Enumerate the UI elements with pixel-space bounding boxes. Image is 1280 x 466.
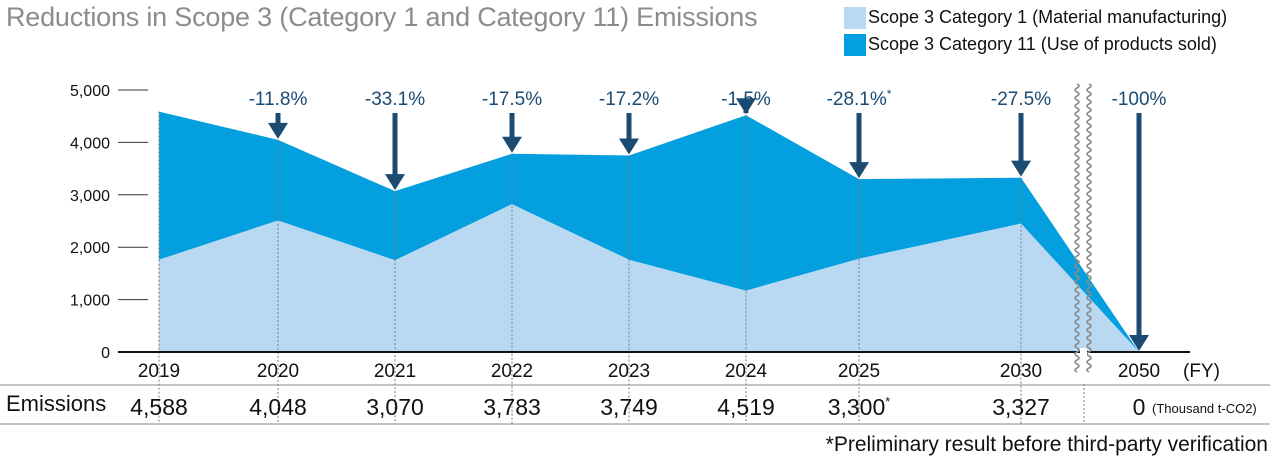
emission-unit: (Thousand t-CO2) [1152,401,1257,416]
reduction-arrow-head-2024 [736,98,756,115]
x-tick-label-2024: 2024 [725,361,768,382]
y-tick-label-2: 2,000 [70,240,110,257]
x-tick-label-2021: 2021 [374,361,416,382]
reduction-arrow-head-2022 [502,136,522,153]
emissions-row-label: Emissions [6,391,107,416]
reduction-arrow-head-2025 [849,162,869,179]
reduction-arrow-head-2021 [385,174,405,191]
emission-value-mark-2025: * [885,394,890,409]
emission-value-2024: 4,519 [717,394,775,420]
emission-value-2019: 4,588 [130,394,188,420]
emission-value-2021: 3,070 [366,394,424,420]
chart-title: Reductions in Scope 3 (Category 1 and Ca… [6,2,758,32]
x-tick-label-2023: 2023 [608,361,650,382]
legend: Scope 3 Category 1 (Material manufacturi… [844,6,1227,60]
x-tick-label-2019: 2019 [138,361,180,382]
reduction-arrow-head-2030 [1011,160,1031,177]
axis-break-gap [1080,348,1087,356]
reduction-label-2030: -27.5% [991,89,1051,110]
footnote: *Preliminary result before third-party v… [825,433,1268,456]
x-axis-unit: (FY) [1183,361,1220,382]
axis-break-wave-0 [1074,83,1080,373]
x-tick-label-2030: 2030 [1000,361,1042,382]
emission-value-2022: 3,783 [483,394,541,420]
x-tick-label-2025: 2025 [838,361,880,382]
x-tick-label-2022: 2022 [491,361,533,382]
legend-swatch-category-1 [844,6,866,29]
axis-break-icon [1074,83,1092,373]
area-series-category-11 [159,111,1139,352]
y-tick-label-3: 3,000 [70,188,110,205]
x-tick-label-2020: 2020 [257,361,299,382]
reduction-arrow-head-2050 [1129,335,1149,351]
reduction-label-2021: -33.1% [365,89,425,110]
y-tick-label-5: 5,000 [70,83,110,100]
reduction-label-2050: -100% [1112,89,1167,110]
legend-label-category-1: Scope 3 Category 1 (Material manufacturi… [868,7,1228,27]
legend-label-category-11: Scope 3 Category 11 (Use of products sol… [868,34,1217,54]
reduction-label-2020: -11.8% [249,89,308,110]
area-series-category-1 [159,204,1139,352]
y-tick-label-0: 0 [101,345,110,362]
emission-value-2023: 3,749 [600,394,658,420]
emission-value-2030: 3,327 [992,394,1050,420]
legend-item-category-11: Scope 3 Category 11 (Use of products sol… [844,33,1227,56]
legend-item-category-1: Scope 3 Category 1 (Material manufacturi… [844,6,1227,29]
reduction-arrow-head-2023 [619,138,639,155]
x-tick-label-2050: 2050 [1118,361,1160,382]
reduction-label-2024: -1.5% [721,89,771,110]
legend-swatch-category-11 [844,33,866,56]
reduction-label-2025: -28.1%* [827,87,892,110]
axis-break-wave-1 [1086,83,1092,373]
emission-value-2025: 3,300* [828,394,891,420]
reduction-arrow-head-2020 [268,122,288,139]
reduction-label-2022: -17.5% [482,89,542,110]
y-tick-label-4: 4,000 [70,135,110,152]
reduction-label-2023: -17.2% [599,89,659,110]
emission-value-2050: 0 [1133,394,1146,420]
reduction-label-mark-2025: * [887,87,892,101]
y-tick-label-1: 1,000 [70,293,110,310]
emission-value-2020: 4,048 [249,394,307,420]
